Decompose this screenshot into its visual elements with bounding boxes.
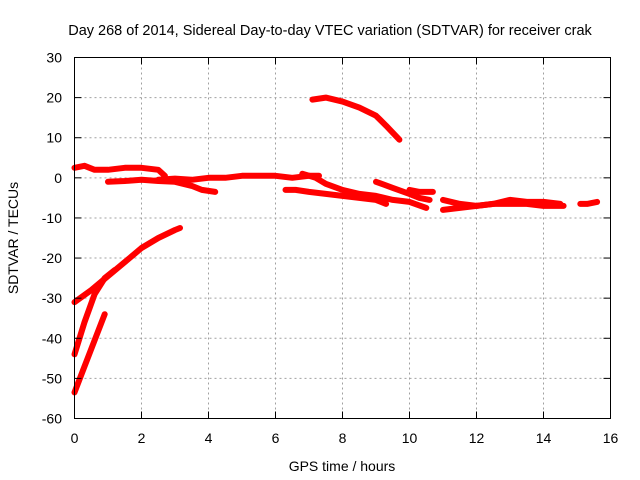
x-tick-label: 12 <box>469 430 485 446</box>
y-tick-label: -40 <box>42 330 62 346</box>
series-line-arc-13 <box>71 267 118 358</box>
series-line-arc-10 <box>577 198 601 207</box>
x-tick-label: 0 <box>71 430 79 446</box>
x-tick-label: 2 <box>138 430 146 446</box>
series-line-arc-11 <box>309 94 403 143</box>
x-axis-label: GPS time / hours <box>289 458 396 474</box>
y-tick-label: -10 <box>42 210 62 226</box>
grid <box>74 57 611 419</box>
x-tick-label: 4 <box>205 430 213 446</box>
series-line-arc-9 <box>440 200 567 213</box>
x-tick-label: 14 <box>536 430 552 446</box>
y-tick-label: -30 <box>42 290 62 306</box>
y-tick-label: 30 <box>46 50 62 66</box>
x-tick-label: 6 <box>272 430 280 446</box>
y-tick-label: 10 <box>46 130 62 146</box>
series-line-arc-7 <box>406 186 436 195</box>
y-tick-label: 0 <box>54 170 62 186</box>
ticks <box>74 57 611 419</box>
y-tick-label: -20 <box>42 250 62 266</box>
y-tick-label: -60 <box>42 411 62 427</box>
series-line-arc-4 <box>282 186 390 207</box>
series-group <box>71 94 601 396</box>
series-line-arc-3 <box>155 172 322 183</box>
x-tick-label: 16 <box>603 430 619 446</box>
series-line-arc-6 <box>373 178 433 203</box>
chart-title: Day 268 of 2014, Sidereal Day-to-day VTE… <box>68 23 592 39</box>
x-tick-labels: 0 2 4 6 8 10 12 14 16 <box>71 430 619 446</box>
series-line-arc-5 <box>299 170 430 211</box>
y-tick-label: 20 <box>46 90 62 106</box>
y-tick-labels: -60 -50 -40 -30 -20 -10 0 10 20 30 <box>42 50 62 427</box>
series-line-arc-12 <box>71 225 183 306</box>
x-tick-label: 8 <box>339 430 347 446</box>
y-axis-label: SDTVAR / TECUs <box>5 182 21 294</box>
x-tick-label: 10 <box>402 430 418 446</box>
series-line-arc-14 <box>71 311 108 396</box>
series-line-arc-1 <box>71 162 168 179</box>
y-tick-label: -50 <box>42 370 62 386</box>
